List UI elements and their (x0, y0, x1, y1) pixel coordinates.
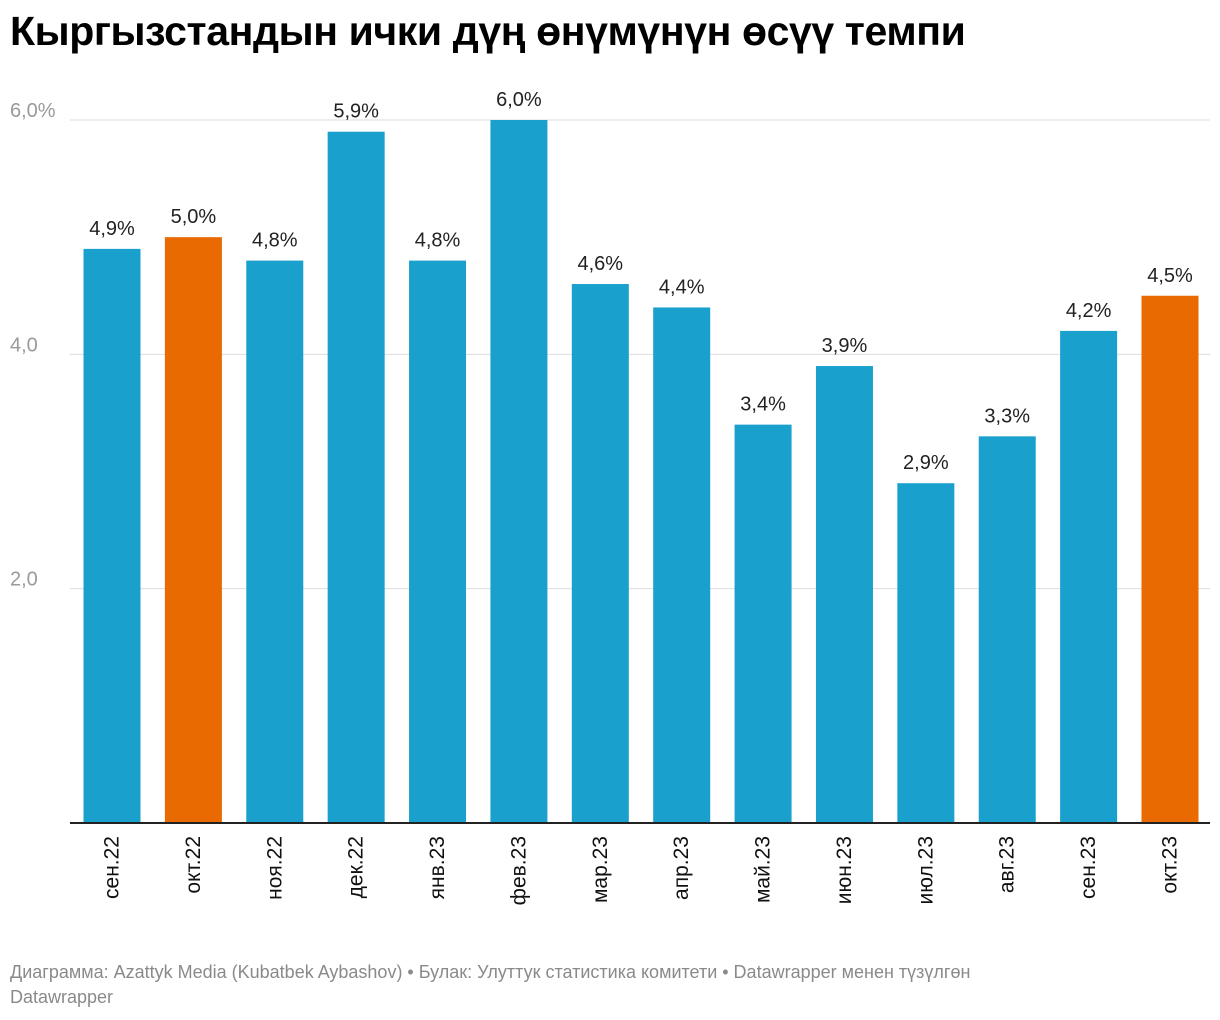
value-label: 5,0% (171, 206, 217, 228)
x-tick-label: фев.23 (507, 836, 530, 905)
bar-chart: 2,04,06,0% 4,9%5,0%4,8%5,9%4,8%6,0%4,6%4… (10, 89, 1210, 905)
value-label: 4,8% (252, 230, 298, 252)
bars (83, 120, 1199, 824)
y-tick-label: 4,0 (10, 334, 38, 356)
x-tick-label: июн.23 (833, 836, 856, 904)
value-label: 4,2% (1066, 300, 1112, 322)
value-label: 2,9% (903, 452, 949, 474)
bar-июл.23 (897, 483, 955, 823)
x-tick-label: сен.23 (1077, 836, 1100, 899)
bar-окт.23 (1141, 295, 1199, 823)
footer-credits: Диаграмма: Azattyk Media (Kubatbek Aybas… (10, 962, 971, 982)
value-label: 3,3% (984, 405, 1030, 427)
value-label: 3,4% (740, 394, 786, 416)
value-label: 4,5% (1147, 265, 1193, 287)
bar-дек.22 (327, 131, 385, 823)
x-tick-label: янв.23 (426, 836, 449, 899)
value-label: 4,8% (415, 230, 461, 252)
chart-title: Кыргызстандын ички дүң өнүмүнүн өсүү тем… (10, 8, 966, 54)
value-label: 4,9% (89, 218, 135, 240)
bar-фев.23 (490, 120, 548, 823)
bar-окт.22 (164, 237, 222, 823)
value-label: 4,6% (578, 253, 624, 275)
x-tick-label: ноя.22 (263, 836, 286, 900)
y-tick-label: 2,0 (10, 569, 38, 591)
x-tick-label: июл.23 (914, 836, 937, 904)
bar-мар.23 (571, 284, 629, 823)
footer-brand: Datawrapper (10, 987, 114, 1007)
x-tick-label: май.23 (752, 836, 775, 903)
x-tick-label: авг.23 (996, 836, 1019, 893)
bar-янв.23 (409, 260, 467, 824)
value-labels: 4,9% 5,0% 4,8% 5,9% 4,8% 6,0% 4,6% 4,4% 3,4% 3,9%… (89, 89, 1193, 474)
chart-footer: Диаграмма: Azattyk Media (Kubatbek Aybas… (10, 960, 970, 1010)
x-axis-labels: сен.22 окт.22 ноя.22 дек.22 янв.23 фев.23 мар.… (101, 836, 1182, 905)
bar-авг.23 (978, 436, 1036, 823)
x-tick-label: мар.23 (589, 836, 612, 903)
bar-сен.23 (1060, 330, 1118, 823)
bar-май.23 (734, 424, 792, 823)
bar-июн.23 (815, 366, 873, 823)
y-tick-label: 6,0% (10, 100, 56, 122)
value-label: 4,4% (659, 276, 705, 298)
x-tick-label: окт.23 (1159, 836, 1182, 894)
value-label: 6,0% (496, 89, 542, 111)
x-tick-label: окт.22 (182, 836, 205, 894)
value-label: 3,9% (822, 335, 868, 357)
bar-апр.23 (653, 307, 711, 823)
bar-сен.22 (83, 248, 141, 824)
x-tick-label: дек.22 (345, 836, 368, 898)
value-label: 5,9% (333, 101, 379, 123)
x-tick-label: апр.23 (670, 836, 693, 900)
bar-ноя.22 (246, 260, 304, 824)
x-tick-label: сен.22 (101, 836, 124, 899)
